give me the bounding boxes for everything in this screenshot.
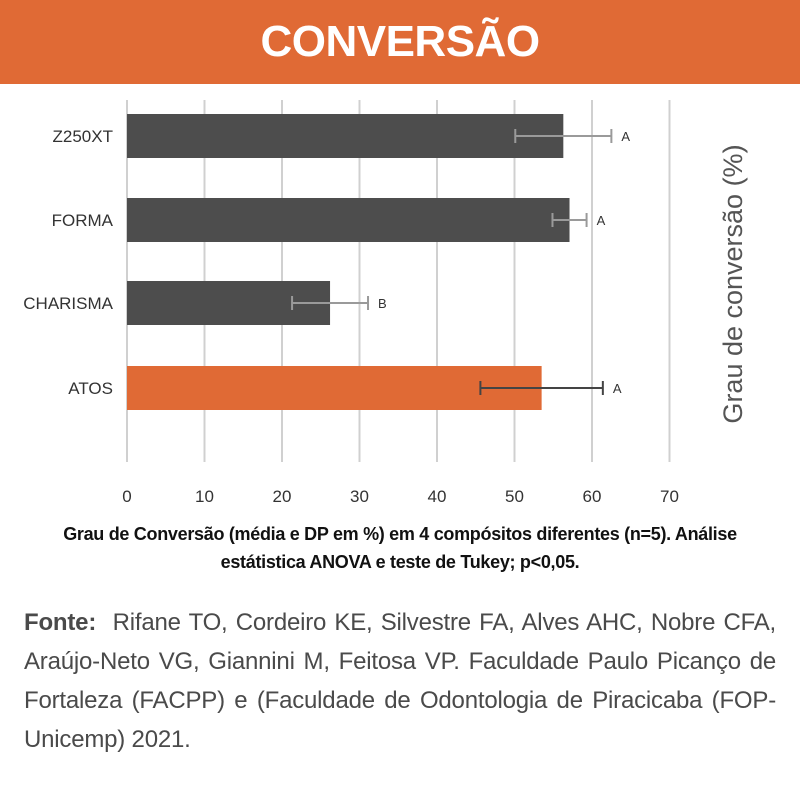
bar <box>127 114 564 158</box>
significance-label: A <box>597 213 606 228</box>
x-tick-label: 70 <box>660 487 679 506</box>
x-tick-label: 10 <box>195 487 214 506</box>
category-label: ATOS <box>68 379 113 398</box>
source-citation: Fonte: Rifane TO, Cordeiro KE, Silvestre… <box>24 603 776 759</box>
y-axis-title: Grau de conversão (%) <box>718 144 748 423</box>
significance-label: A <box>621 129 630 144</box>
x-tick-label: 0 <box>122 487 131 506</box>
source-text: Rifane TO, Cordeiro KE, Silvestre FA, Al… <box>24 609 777 753</box>
category-label: CHARISMA <box>23 294 113 313</box>
x-tick-label: 40 <box>428 487 447 506</box>
category-label: FORMA <box>52 211 114 230</box>
bar <box>127 198 570 242</box>
page-title: CONVERSÃO <box>260 17 540 66</box>
x-tick-label: 50 <box>505 487 524 506</box>
bar-chart: 0 10 20 30 40 50 60 70 Z250XT A FORMA A CHARISMA B ATO… <box>23 100 748 506</box>
chart-caption: Grau de Conversão (média e DP em %) em 4… <box>63 524 737 572</box>
source-label: Fonte: <box>24 609 97 636</box>
category-label: Z250XT <box>53 127 113 146</box>
significance-label: A <box>613 381 622 396</box>
significance-label: B <box>378 296 387 311</box>
bar <box>127 366 542 410</box>
x-tick-label: 30 <box>350 487 369 506</box>
x-tick-label: 20 <box>273 487 292 506</box>
x-tick-label: 60 <box>583 487 602 506</box>
header-banner: CONVERSÃO <box>0 0 800 84</box>
